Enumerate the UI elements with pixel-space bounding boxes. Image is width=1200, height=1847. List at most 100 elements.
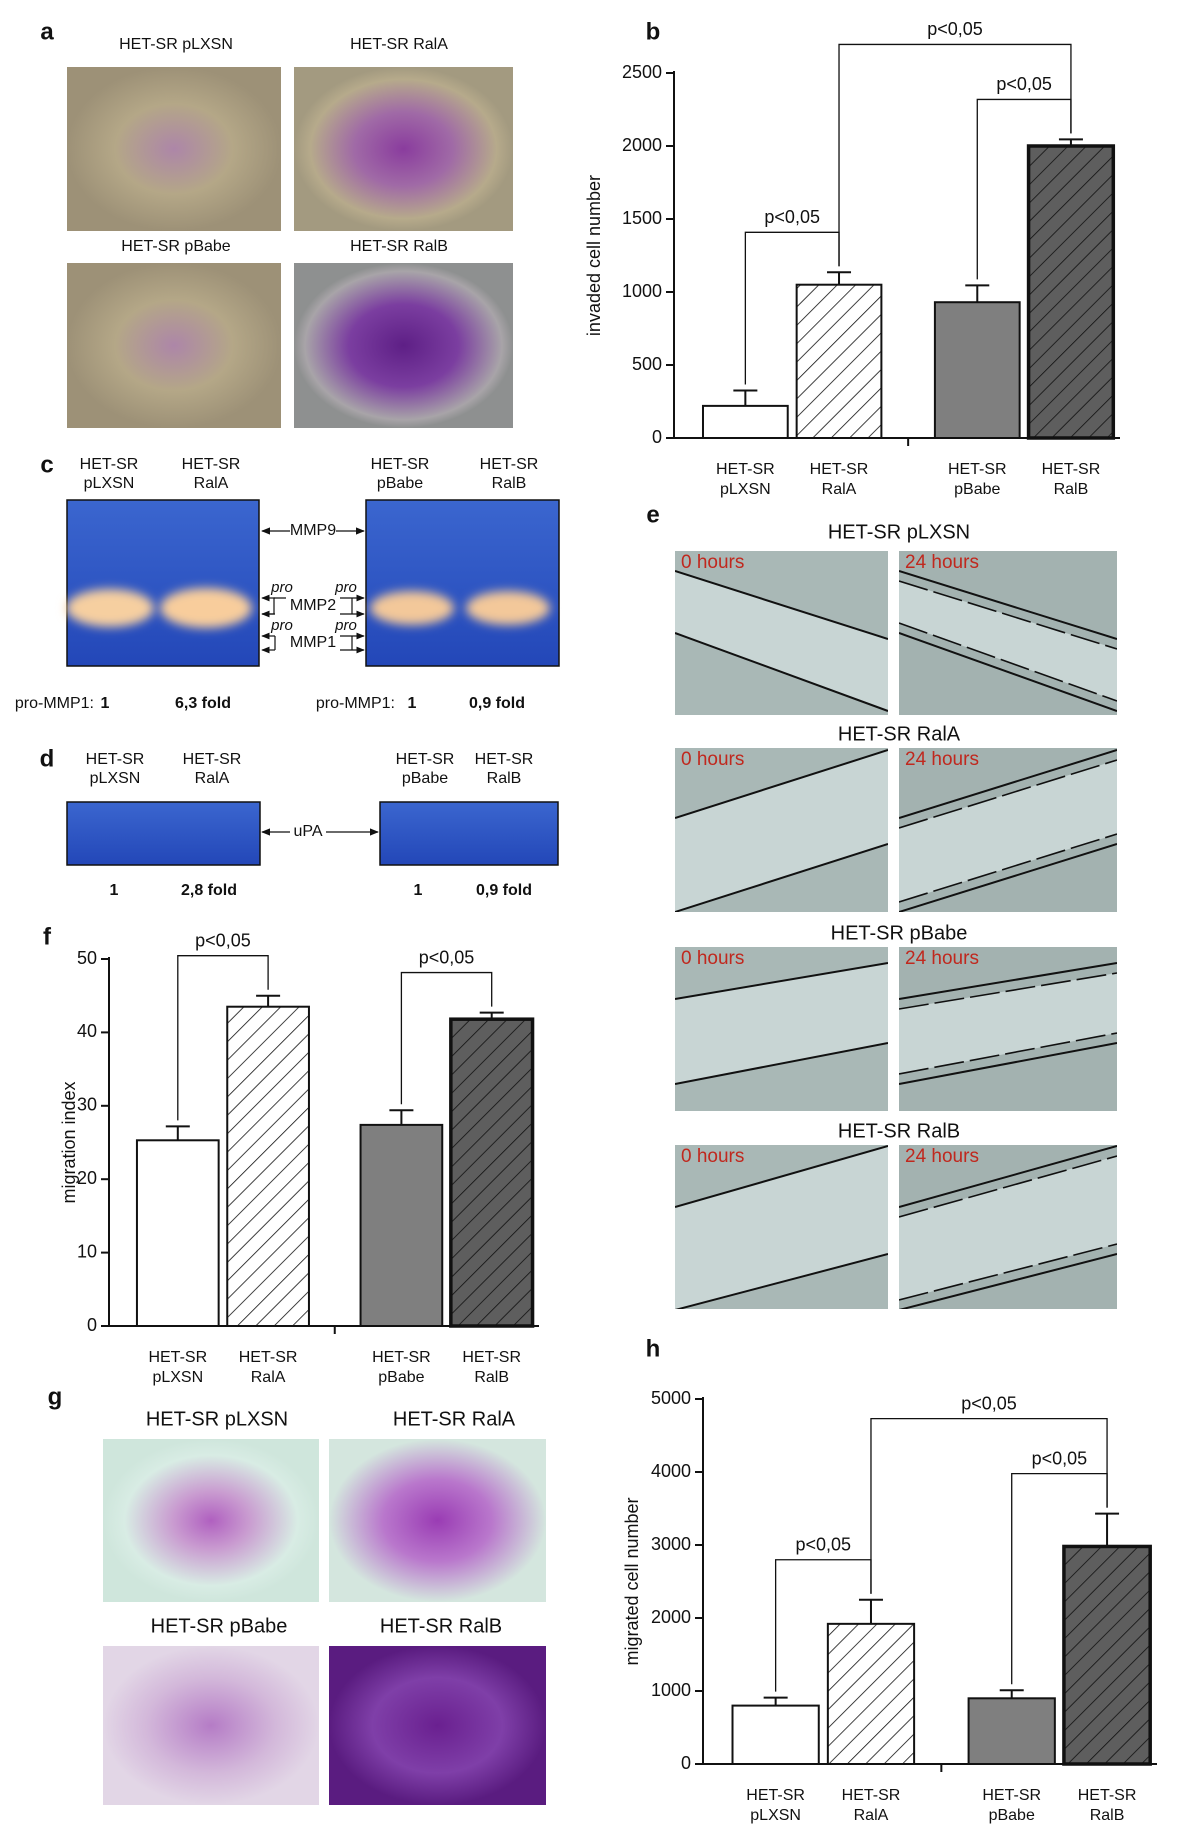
panel-label: g (48, 1383, 63, 1410)
time-label: 0 hours (681, 749, 744, 770)
x-tick-label: HET-SR (716, 461, 775, 478)
time-label: 24 hours (905, 749, 979, 770)
x-tick-label: HET-SR (810, 461, 869, 478)
bar (795, 283, 883, 440)
y-tick-label: 40 (77, 1021, 97, 1041)
bar (701, 404, 789, 440)
bar (359, 1123, 444, 1328)
caption: HET-SR pBabe (151, 1615, 288, 1637)
scratch-photo (899, 551, 1117, 715)
x-tick-label: HET-SR (842, 1787, 901, 1804)
significance: p<0,05 (961, 1393, 1017, 1413)
caption: HET-SR RalA (393, 1408, 516, 1430)
x-tick-label: HET-SR (372, 1349, 431, 1366)
edge (899, 570, 1117, 640)
y-tick-label: 10 (77, 1241, 97, 1261)
y-tick-label: 5000 (651, 1388, 691, 1408)
lane-label: RalA (195, 770, 230, 787)
scratch-photo (899, 1145, 1117, 1309)
lane-label: pLXSN (90, 770, 141, 787)
photo (294, 67, 513, 231)
row-title: HET-SR RalA (838, 723, 961, 745)
x-tick-label: RalA (822, 481, 857, 498)
x-tick-label: RalB (1090, 1807, 1125, 1824)
photo (294, 263, 513, 428)
x-tick-label: pBabe (989, 1807, 1035, 1824)
time-label: 0 hours (681, 1146, 744, 1167)
significance: p<0,05 (764, 207, 820, 227)
quant-name: pro-MMP1: (15, 695, 94, 712)
x-tick-label: RalB (1054, 481, 1089, 498)
edge (899, 833, 1117, 903)
y-tick-label: 20 (77, 1168, 97, 1188)
photo (67, 67, 281, 231)
marker-label: pro (270, 617, 293, 634)
y-tick-label: 1000 (651, 1680, 691, 1700)
marker-label: pro (334, 617, 357, 634)
scratch-photo (899, 947, 1117, 1111)
x-tick-label: pLXSN (152, 1369, 203, 1386)
y-tick-label: 0 (87, 1315, 97, 1335)
y-axis-title: migrated cell number (622, 1497, 642, 1665)
quant-name: pro-MMP1: (316, 695, 395, 712)
y-axis-title: invaded cell number (584, 175, 604, 336)
edge (675, 1145, 888, 1208)
quant-value: 1 (414, 882, 423, 899)
bracket (870, 1417, 1108, 1594)
x-tick-label: pBabe (954, 481, 1000, 498)
edge (899, 1042, 1117, 1085)
x-tick-label: HET-SR (239, 1349, 298, 1366)
lane-label: HET-SR (371, 456, 430, 473)
edge (899, 580, 1117, 650)
bar (226, 1005, 310, 1328)
lane-label: HET-SR (480, 456, 539, 473)
edge (675, 749, 888, 819)
time-label: 24 hours (905, 948, 979, 969)
significance: p<0,05 (1032, 1448, 1088, 1468)
edge (899, 749, 1117, 819)
lane-label: HET-SR (86, 751, 145, 768)
bar (449, 1017, 535, 1328)
x-tick-label: HET-SR (462, 1349, 521, 1366)
time-label: 0 hours (681, 552, 744, 573)
lane-label: HET-SR (475, 751, 534, 768)
x-tick-label: HET-SR (1042, 461, 1101, 478)
photo (329, 1646, 546, 1805)
caption: HET-SR RalB (350, 238, 448, 255)
x-tick-label: RalB (474, 1369, 509, 1386)
x-tick-label: HET-SR (746, 1787, 805, 1804)
bar (967, 1697, 1056, 1766)
y-tick-label: 4000 (651, 1461, 691, 1481)
x-tick-label: HET-SR (1078, 1787, 1137, 1804)
lane-label: RalA (194, 475, 229, 492)
scratch (675, 963, 888, 1084)
quant-value: 1 (110, 882, 119, 899)
x-tick-label: pLXSN (750, 1807, 801, 1824)
edge (899, 1032, 1117, 1075)
marker-label: pro (334, 579, 357, 596)
photo (329, 1439, 546, 1602)
edge (899, 962, 1117, 1000)
scratch-photo (675, 748, 888, 912)
bracket (838, 43, 1072, 267)
edge (899, 1243, 1117, 1301)
edge (899, 759, 1117, 829)
marker-label: MMP2 (290, 597, 336, 614)
y-tick-label: 0 (681, 1753, 691, 1773)
scratch-photo (675, 551, 888, 715)
panel-label: c (40, 451, 53, 478)
y-tick-label: 2000 (651, 1607, 691, 1627)
y-tick-label: 50 (77, 948, 97, 968)
marker-label: MMP1 (290, 634, 336, 651)
lane-label: RalB (492, 475, 527, 492)
scratch (675, 571, 888, 711)
edge (675, 843, 888, 912)
significance: p<0,05 (195, 930, 251, 950)
lane-label: HET-SR (80, 456, 139, 473)
time-label: 24 hours (905, 552, 979, 573)
y-tick-label: 3000 (651, 1534, 691, 1554)
marker-label: MMP9 (290, 522, 336, 539)
x-tick-label: RalA (251, 1369, 286, 1386)
x-tick-label: HET-SR (982, 1787, 1041, 1804)
edge (675, 1253, 888, 1309)
